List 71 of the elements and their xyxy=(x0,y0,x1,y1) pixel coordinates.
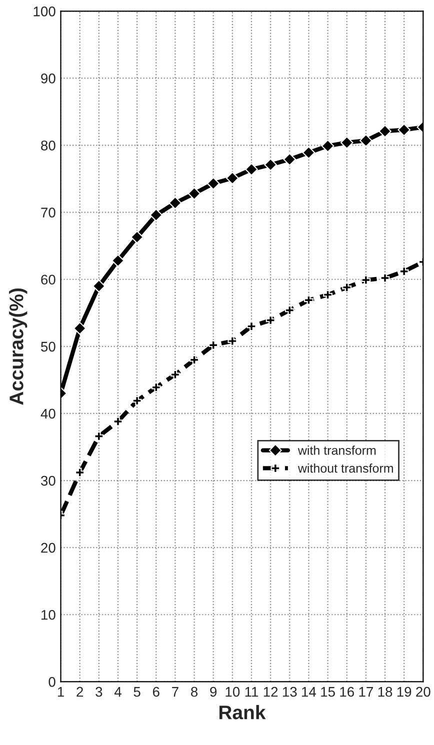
point xyxy=(380,273,390,283)
point xyxy=(340,136,354,150)
y-tick-label: 20 xyxy=(41,542,56,553)
point xyxy=(113,416,123,426)
legend-label: with transform xyxy=(298,446,376,455)
x-tick-label: 10 xyxy=(226,686,240,697)
point xyxy=(399,266,409,276)
x-tick-label: 18 xyxy=(378,686,392,697)
x-tick-label: 5 xyxy=(134,687,140,697)
point xyxy=(228,336,238,346)
point xyxy=(226,172,239,185)
legend-label: without transform xyxy=(298,464,393,473)
x-tick-label: 6 xyxy=(152,686,160,697)
point xyxy=(130,230,144,244)
x-tick-label: 17 xyxy=(359,687,373,697)
point xyxy=(92,280,106,292)
y-tick-label: 40 xyxy=(40,408,56,419)
point xyxy=(190,355,199,365)
x-tick-label: 1 xyxy=(58,687,64,697)
point xyxy=(168,196,182,210)
point xyxy=(170,370,180,380)
point xyxy=(94,432,104,441)
point xyxy=(342,282,352,292)
point xyxy=(283,152,296,166)
y-tick-label: 0 xyxy=(48,677,56,687)
point xyxy=(304,295,314,305)
x-tick-label: 14 xyxy=(302,687,316,697)
x-tick-label: 9 xyxy=(210,686,217,697)
x-tick-label: 3 xyxy=(96,686,102,697)
y-tick-label: 90 xyxy=(41,74,56,84)
y-axis-title: Accuracy(%) xyxy=(9,288,28,405)
point xyxy=(360,134,372,147)
x-tick-label: 16 xyxy=(340,686,354,697)
point xyxy=(132,396,142,406)
point xyxy=(75,468,85,478)
x-tick-label: 11 xyxy=(245,687,258,697)
point xyxy=(266,316,276,325)
point xyxy=(284,306,294,315)
point xyxy=(73,322,86,335)
point xyxy=(321,140,334,152)
point xyxy=(264,158,277,172)
point xyxy=(151,382,161,392)
x-tick-label: 13 xyxy=(282,686,297,697)
y-tick-label: 100 xyxy=(34,6,56,16)
y-tick-label: 60 xyxy=(41,274,56,285)
point xyxy=(208,340,218,350)
x-tick-label: 12 xyxy=(264,686,278,697)
point xyxy=(188,187,201,200)
y-tick-label: 80 xyxy=(41,140,56,150)
point xyxy=(323,290,332,300)
y-tick-label: 30 xyxy=(40,476,56,486)
x-tick-label: 2 xyxy=(76,686,83,697)
x-tick-label: 7 xyxy=(172,687,178,697)
x-axis-title: Rank xyxy=(219,705,266,720)
x-tick-label: 8 xyxy=(191,686,198,697)
point xyxy=(150,208,163,222)
y-tick-label: 70 xyxy=(41,208,56,218)
point xyxy=(398,123,410,136)
x-tick-label: 19 xyxy=(397,686,412,697)
x-tick-label: 15 xyxy=(321,687,335,697)
point xyxy=(206,177,220,190)
point xyxy=(378,124,392,138)
point xyxy=(361,275,371,285)
x-tick-label: 20 xyxy=(416,686,430,697)
y-tick-label: 50 xyxy=(41,342,56,352)
point xyxy=(302,146,316,160)
point xyxy=(245,163,258,176)
point xyxy=(112,254,124,268)
x-tick-label: 4 xyxy=(114,687,122,697)
y-tick-label: 10 xyxy=(42,610,56,620)
point xyxy=(246,322,256,331)
